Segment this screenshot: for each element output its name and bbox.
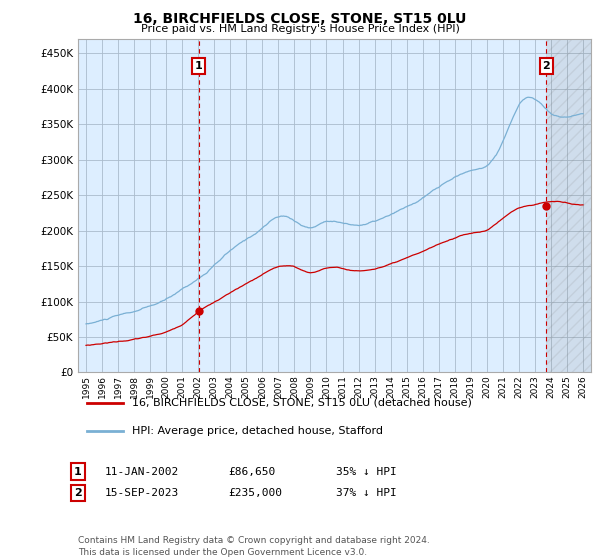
Text: £86,650: £86,650 [228, 466, 275, 477]
Text: 15-SEP-2023: 15-SEP-2023 [105, 488, 179, 498]
Text: 37% ↓ HPI: 37% ↓ HPI [336, 488, 397, 498]
Text: £235,000: £235,000 [228, 488, 282, 498]
Text: HPI: Average price, detached house, Stafford: HPI: Average price, detached house, Staf… [132, 427, 383, 436]
Text: 11-JAN-2002: 11-JAN-2002 [105, 466, 179, 477]
Text: 2: 2 [74, 488, 82, 498]
Text: 2: 2 [542, 61, 550, 71]
Text: 1: 1 [74, 466, 82, 477]
Text: Price paid vs. HM Land Registry's House Price Index (HPI): Price paid vs. HM Land Registry's House … [140, 24, 460, 34]
Text: 35% ↓ HPI: 35% ↓ HPI [336, 466, 397, 477]
Text: Contains HM Land Registry data © Crown copyright and database right 2024.
This d: Contains HM Land Registry data © Crown c… [78, 536, 430, 557]
Text: 16, BIRCHFIELDS CLOSE, STONE, ST15 0LU (detached house): 16, BIRCHFIELDS CLOSE, STONE, ST15 0LU (… [132, 398, 472, 408]
Text: 1: 1 [195, 61, 203, 71]
Text: 16, BIRCHFIELDS CLOSE, STONE, ST15 0LU: 16, BIRCHFIELDS CLOSE, STONE, ST15 0LU [133, 12, 467, 26]
Bar [546, 39, 599, 372]
